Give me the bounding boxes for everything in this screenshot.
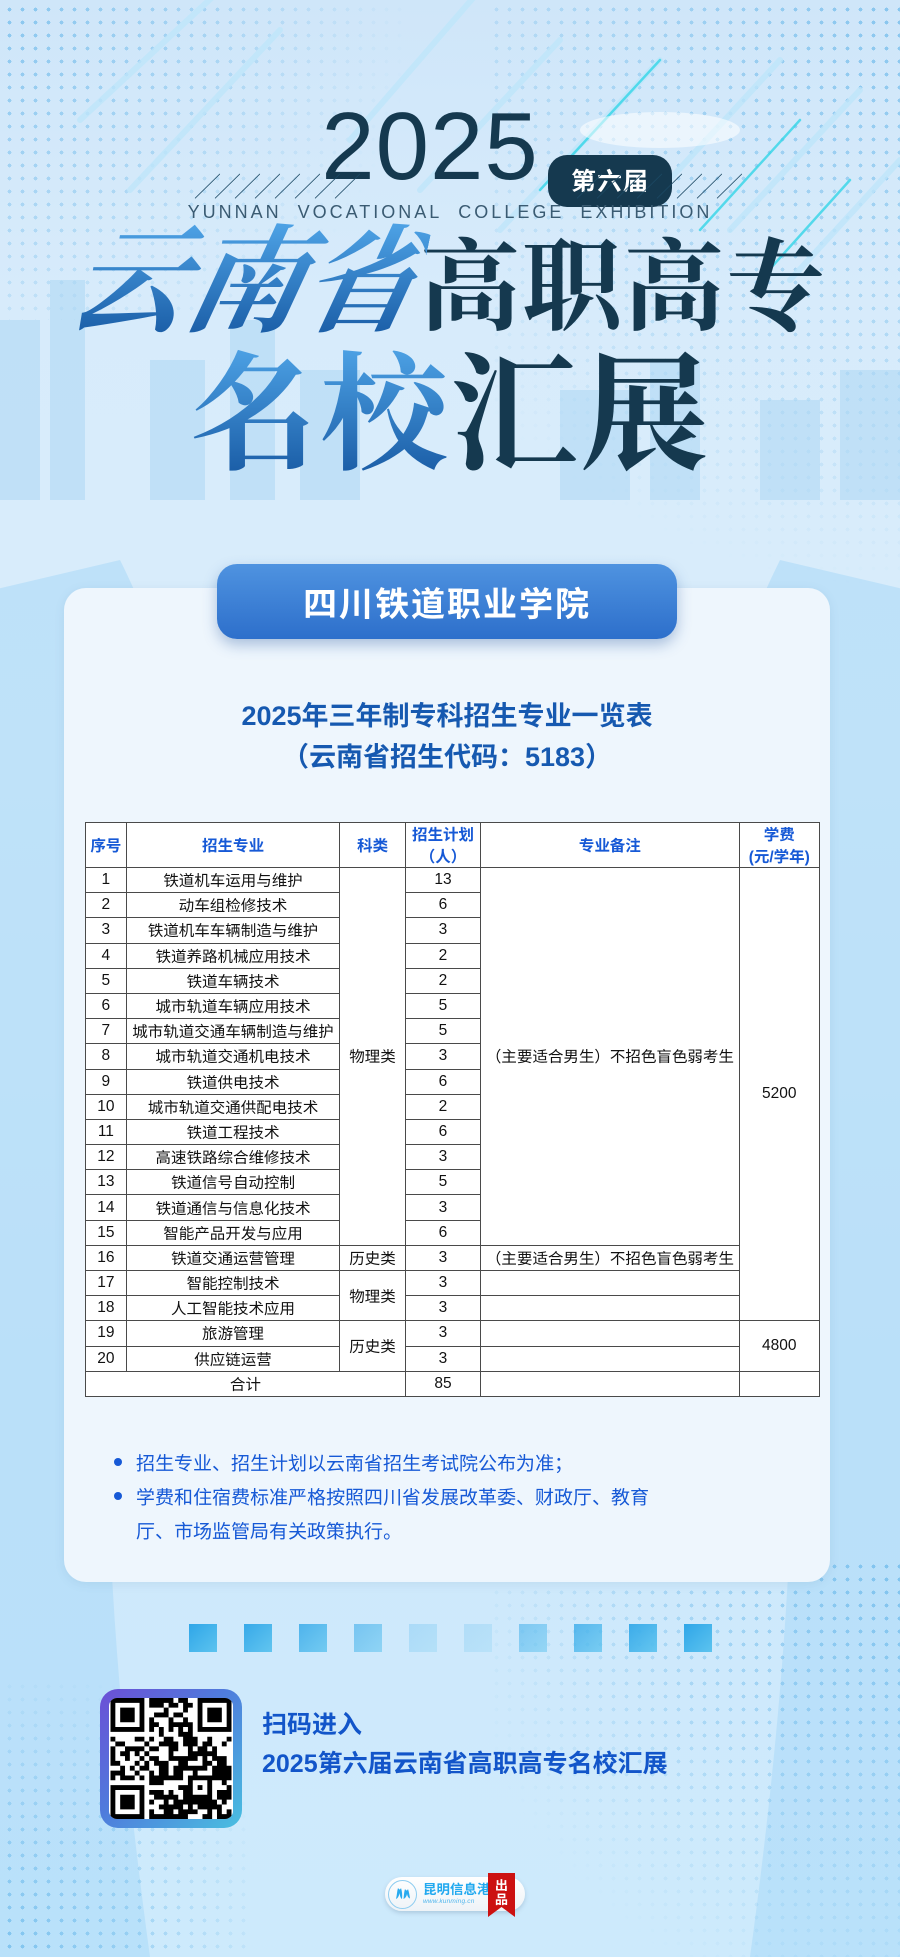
svg-text:品: 品 bbox=[495, 1892, 508, 1907]
svg-text:出: 出 bbox=[495, 1878, 508, 1893]
